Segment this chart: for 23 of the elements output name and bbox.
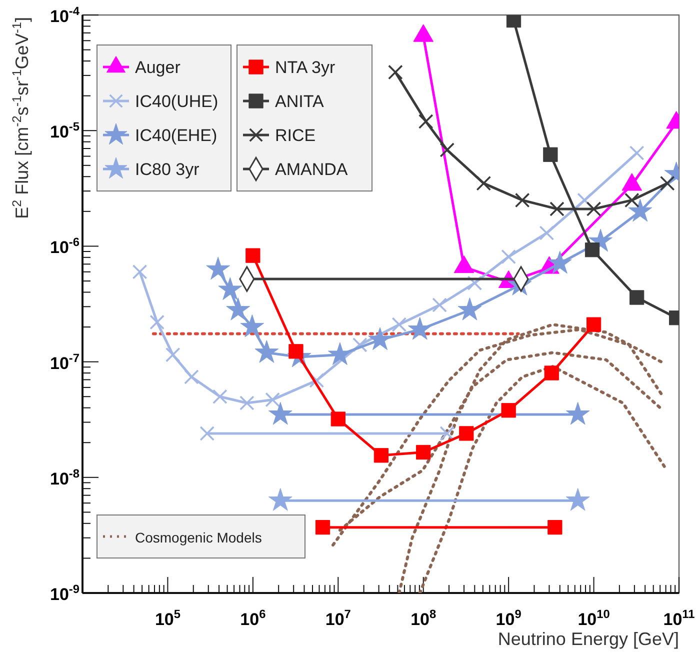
legend-label: IC40(UHE) [135, 92, 218, 111]
x-tick-label: 10$^{5}$ [154, 607, 181, 629]
x-tick-label: 10$^{11}$ [663, 607, 696, 629]
legend-label: IC80 3yr [135, 160, 200, 179]
legend-label: IC40(EHE) [135, 126, 218, 145]
y-tick-label: 10$^{-4}$ [50, 4, 80, 26]
x-tick-label: 10$^{9}$ [496, 607, 522, 629]
legend-label: Auger [135, 58, 181, 77]
x-axis-title: Neutrino Energy [GeV] [498, 629, 679, 649]
y-tick-label: 10$^{-5}$ [50, 120, 80, 142]
x-tick-label: 10$^{7}$ [325, 607, 352, 629]
y-tick-label: 10$^{-6}$ [50, 235, 80, 258]
legend-label: NTA 3yr [275, 58, 336, 77]
x-tick-label: 10$^{10}$ [578, 607, 610, 629]
legend-label: AMANDA [275, 160, 348, 179]
x-tick-label: 10$^{6}$ [240, 607, 266, 629]
x-tick-label: 10$^{8}$ [410, 607, 437, 629]
y-tick-label: 10$^{-9}$ [50, 582, 80, 604]
legend-label: ANITA [275, 92, 324, 111]
legend-label: RICE [275, 126, 316, 145]
y-tick-label: 10$^{-7}$ [50, 350, 80, 373]
legend-label: Cosmogenic Models [135, 530, 262, 546]
y-tick-label: 10$^{-8}$ [50, 466, 80, 488]
